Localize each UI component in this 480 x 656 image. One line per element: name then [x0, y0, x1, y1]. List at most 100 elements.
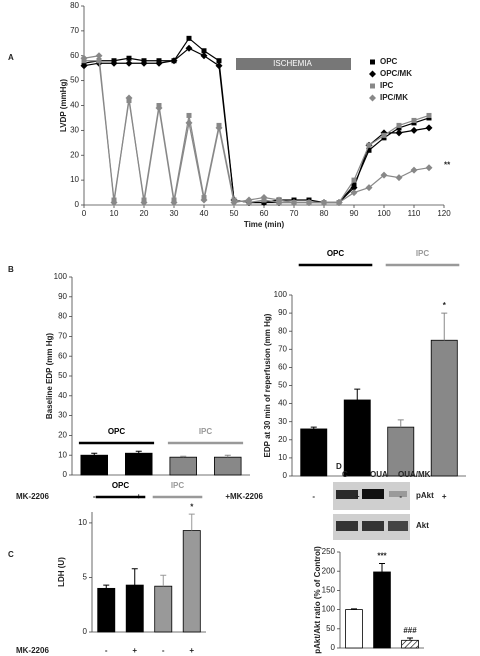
y-tick-label: 20 — [70, 150, 79, 159]
error-bar — [135, 450, 142, 454]
x-axis-label: MK-2206 — [230, 492, 263, 501]
point — [410, 126, 418, 134]
category-label: + — [442, 492, 447, 501]
point — [426, 112, 432, 118]
y-tick-label: 40 — [278, 399, 287, 408]
legend-label: IPC/MK — [380, 93, 408, 102]
annotation: *** — [377, 552, 387, 561]
y-tick-label: 0 — [331, 643, 336, 652]
point — [425, 164, 433, 172]
bar — [343, 399, 371, 477]
point — [366, 147, 372, 153]
x-axis-label: Time (min) — [244, 220, 285, 229]
point — [186, 35, 192, 41]
y-tick-label: 150 — [322, 586, 336, 595]
category-label: + — [189, 646, 194, 655]
point — [275, 196, 283, 204]
bar — [373, 571, 391, 649]
bar — [430, 339, 458, 477]
annotation: ** — [444, 160, 451, 169]
point — [380, 171, 388, 179]
y-tick-label: 20 — [58, 431, 67, 440]
y-tick-label: 0 — [63, 470, 68, 479]
point — [305, 199, 313, 207]
x-tick-label: 120 — [437, 209, 451, 218]
legend-marker — [369, 94, 376, 102]
blot-band — [388, 521, 408, 531]
error-bar — [188, 513, 195, 531]
y-tick-label: 50 — [326, 624, 335, 633]
error-bar — [441, 312, 448, 341]
point — [80, 62, 88, 70]
y-tick-label: 80 — [70, 1, 79, 10]
y-tick-label: 250 — [322, 547, 336, 556]
point — [140, 199, 148, 207]
panel-letter: A — [8, 53, 14, 62]
ischemia-label: ISCHEMIA — [273, 59, 312, 68]
y-axis-label: LDH (U) — [57, 557, 66, 587]
y-tick-label: 90 — [58, 292, 67, 301]
point — [110, 199, 118, 207]
group-label: IPC — [171, 481, 185, 490]
error-bar — [407, 637, 413, 641]
point — [110, 59, 118, 67]
annotation: ### — [403, 626, 417, 635]
blot-band — [362, 489, 384, 499]
x-tick-label: 70 — [290, 209, 299, 218]
point — [335, 199, 343, 207]
x-tick-label: 110 — [408, 209, 421, 218]
x-tick-label: 0 — [82, 209, 87, 218]
x-tick-label: 100 — [377, 209, 391, 218]
point — [320, 199, 328, 207]
legend-marker — [370, 59, 375, 65]
category-label: - — [312, 492, 315, 501]
point — [215, 62, 223, 70]
x-axis-label: MK-2206 — [16, 646, 49, 655]
x-tick-label: 80 — [320, 209, 329, 218]
y-tick-label: 90 — [278, 308, 287, 317]
bar — [169, 456, 197, 476]
y-tick-label: 200 — [322, 566, 336, 575]
point — [185, 44, 193, 52]
blot-band — [336, 490, 358, 499]
bar — [182, 530, 201, 633]
point — [290, 199, 298, 207]
point — [80, 54, 88, 62]
x-tick-label: 10 — [110, 209, 119, 218]
error-bar — [180, 455, 187, 458]
point — [350, 189, 358, 197]
series-line — [83, 55, 430, 204]
point — [410, 166, 418, 174]
category-label: - — [93, 492, 96, 501]
category-label: - — [162, 646, 165, 655]
y-tick-label: 10 — [70, 175, 79, 184]
y-tick-label: 40 — [58, 391, 67, 400]
blot-label: Akt — [416, 521, 429, 530]
x-axis-label: MK-2206 — [16, 492, 49, 501]
category-label: - — [105, 646, 108, 655]
bar — [345, 609, 363, 649]
ischemia-band — [236, 58, 351, 70]
group-label: OPC — [112, 481, 130, 490]
y-tick-label: 80 — [278, 326, 287, 335]
y-axis-label: EDP at 30 min of reperfusion (mm Hg) — [263, 313, 272, 457]
y-tick-label: 30 — [58, 411, 67, 420]
y-tick-label: 50 — [278, 381, 287, 390]
category-label: C — [342, 470, 348, 479]
bar — [125, 452, 153, 476]
blot-band — [362, 521, 384, 531]
category-label: + — [132, 646, 137, 655]
point — [351, 177, 357, 183]
point — [200, 52, 208, 60]
y-tick-label: 0 — [83, 627, 88, 636]
y-tick-label: 30 — [278, 417, 287, 426]
error-bar — [354, 388, 361, 400]
y-tick-label: 10 — [58, 450, 67, 459]
error-bar — [160, 574, 167, 587]
bar — [387, 426, 415, 477]
point — [155, 59, 163, 67]
panel-letter: D — [336, 462, 342, 471]
x-tick-label: 40 — [200, 209, 209, 218]
legend-marker — [369, 70, 376, 78]
point — [126, 55, 132, 61]
